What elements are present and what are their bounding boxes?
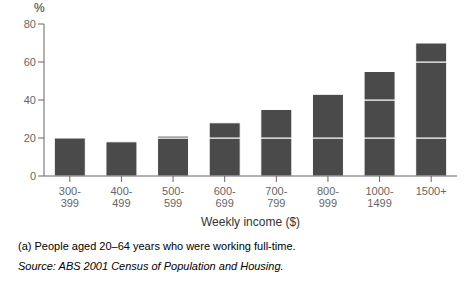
svg-text:1000-1499: 1000-1499 <box>365 185 393 209</box>
svg-text:500-599: 500-599 <box>162 185 184 209</box>
svg-text:20: 20 <box>24 132 36 144</box>
svg-text:40: 40 <box>24 94 36 106</box>
html-text:(a) People aged 20–64 years wh: (a) People aged 20–64 years who were wor… <box>18 240 296 252</box>
html-text:Source: ABS 2001 Census of Pop: Source: ABS 2001 Census of Population an… <box>18 260 284 272</box>
svg-text:800-999: 800-999 <box>317 185 339 209</box>
svg-text:700-799: 700-799 <box>265 185 287 209</box>
svg-text:Weekly income ($): Weekly income ($) <box>201 215 300 229</box>
svg-text:0: 0 <box>30 170 36 182</box>
svg-text:80: 80 <box>24 18 36 30</box>
svg-text:60: 60 <box>24 56 36 68</box>
svg-text:600-699: 600-699 <box>214 185 236 209</box>
svg-text:300-399: 300-399 <box>59 185 81 209</box>
svg-text:400-499: 400-499 <box>110 185 132 209</box>
svg-text:1500+: 1500+ <box>416 185 447 197</box>
